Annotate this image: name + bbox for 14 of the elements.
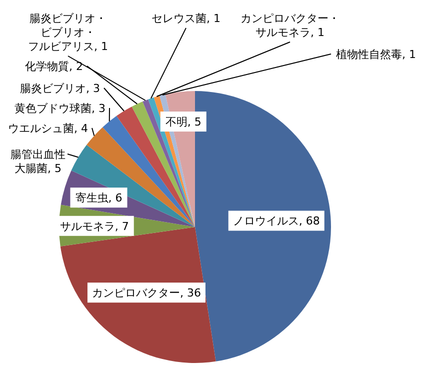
slice-label: 腸管出血性大腸菌, 5 bbox=[10, 148, 66, 175]
pie-slice bbox=[132, 101, 195, 227]
slice-label: 植物性自然毒, 1 bbox=[336, 48, 416, 61]
slice-label: ウエルシュ菌, 4 bbox=[8, 122, 88, 135]
slice-label: セレウス菌, 1 bbox=[152, 12, 220, 25]
slice-label: 寄生虫, 6 bbox=[75, 192, 122, 205]
slice-label: カンピロバクター・サルモネラ, 1 bbox=[240, 12, 340, 39]
slice-label: 腸炎ビブリオ・ビブリオ・フルビアリス, 1 bbox=[28, 12, 108, 53]
slice-label: 腸炎ビブリオ, 3 bbox=[20, 82, 100, 95]
slice-label: ノロウイルス, 68 bbox=[232, 214, 320, 228]
slice-label: サルモネラ, 7 bbox=[60, 220, 129, 233]
slice-label: 黄色ブドウ球菌, 3 bbox=[14, 102, 106, 115]
slice-label: カンピロバクター, 36 bbox=[92, 286, 201, 300]
slice-label: 不明, 5 bbox=[165, 116, 202, 129]
